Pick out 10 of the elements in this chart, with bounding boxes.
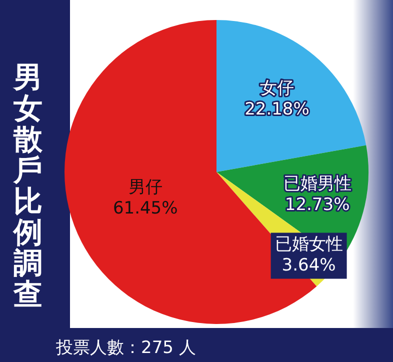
slice-label: 已婚男性: [283, 174, 352, 194]
text: 投票人數：275 人: [56, 337, 196, 359]
slice-label: 已婚女性: [274, 234, 343, 255]
data-label: 3.64%: [282, 256, 336, 276]
data-label: 61.45%: [112, 198, 178, 219]
data-label: 22.18%: [244, 100, 310, 120]
data-label: 12.73%: [284, 194, 350, 215]
text: 男女散戶比例調查: [12, 60, 44, 311]
slice-label: 女仔: [260, 78, 294, 99]
slice-label: 男仔: [128, 178, 162, 198]
